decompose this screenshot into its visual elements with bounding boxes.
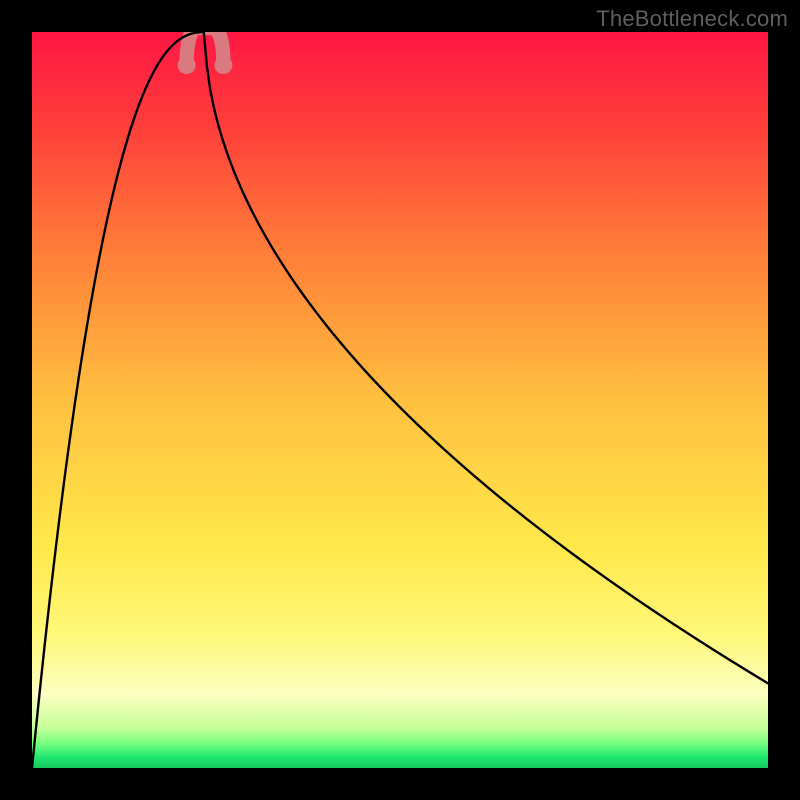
canvas: TheBottleneck.com	[0, 0, 800, 800]
watermark-text: TheBottleneck.com	[596, 6, 788, 32]
plot-area	[32, 32, 768, 768]
bottleneck-curve	[32, 32, 768, 768]
